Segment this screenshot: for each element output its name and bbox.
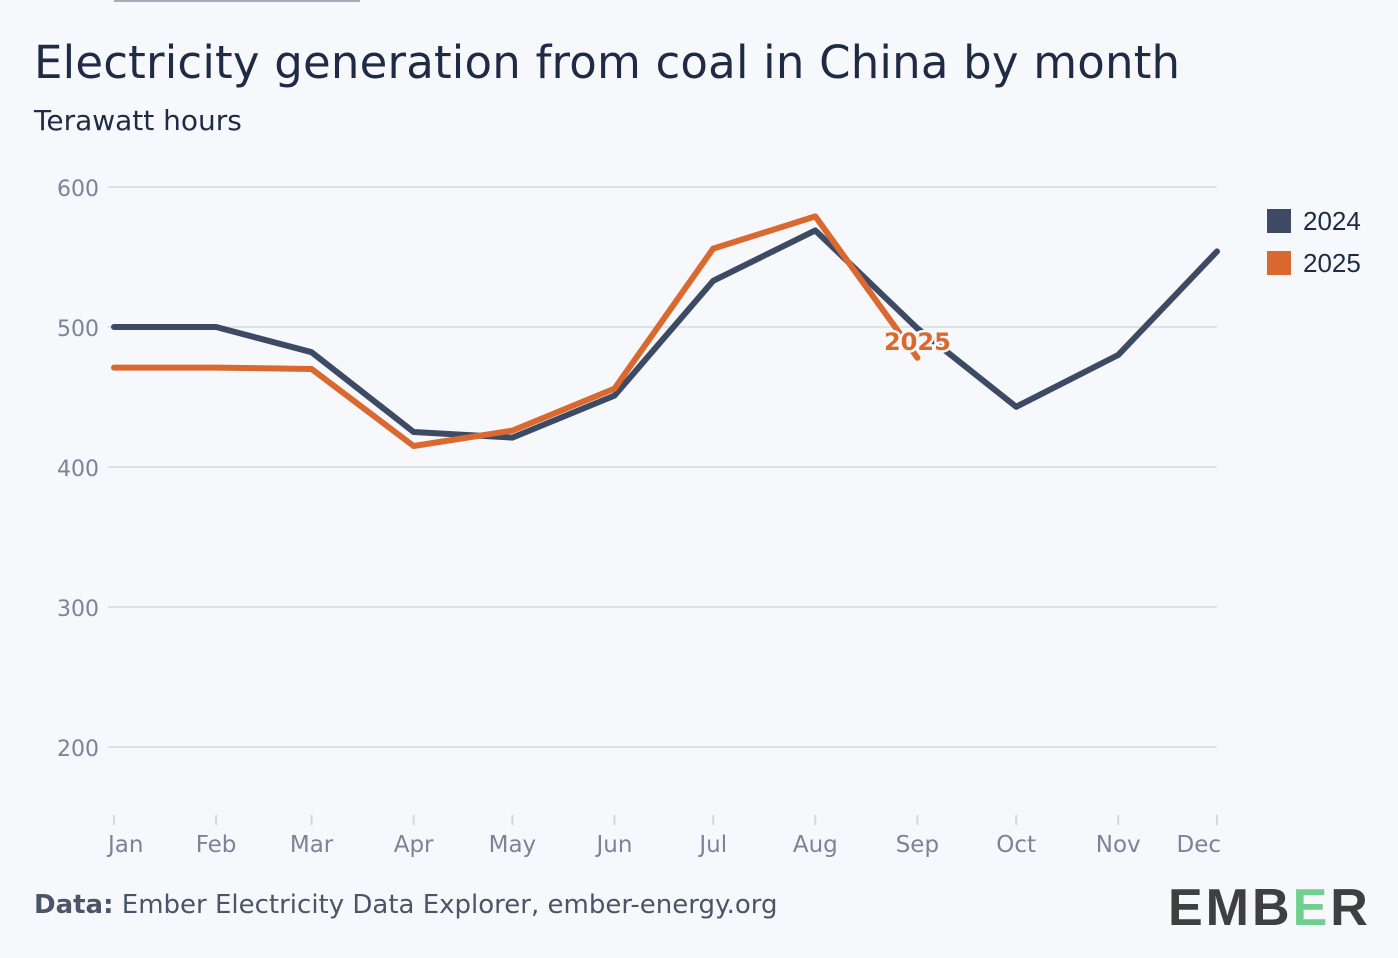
logo-part2: R	[1330, 879, 1371, 937]
x-tick-label: Dec	[1176, 832, 1221, 858]
chart-subtitle: Terawatt hours	[34, 104, 242, 137]
legend-item-2025[interactable]: 2025	[1267, 242, 1361, 284]
source-note: Data: Ember Electricity Data Explorer, e…	[34, 890, 778, 920]
x-tick-label: Oct	[996, 832, 1036, 858]
legend-label: 2024	[1303, 205, 1361, 236]
series-line-2024	[111, 227, 1220, 441]
x-tick-label: Mar	[290, 832, 334, 858]
legend-item-2024[interactable]: 2024	[1267, 200, 1361, 242]
chart-title: Electricity generation from coal in Chin…	[34, 36, 1181, 89]
y-tick-label: 500	[57, 317, 99, 342]
series-end-label-halo: 2025	[884, 328, 951, 356]
legend-swatch-2024	[1267, 209, 1291, 233]
source-text[interactable]: Ember Electricity Data Explorer, ember-e…	[121, 890, 778, 920]
logo-part1: EMB	[1168, 879, 1293, 937]
legend: 2024 2025	[1267, 200, 1361, 284]
y-tick-label: 200	[57, 737, 99, 762]
x-tick-label: Sep	[896, 832, 939, 858]
source-label: Data:	[34, 890, 114, 920]
x-tick-label: Aug	[793, 832, 838, 858]
legend-swatch-2025	[1267, 251, 1291, 275]
x-tick-label: Apr	[394, 832, 434, 858]
legend-label: 2025	[1303, 247, 1361, 278]
series-end-label: 2025	[884, 328, 951, 356]
series-line-2025	[111, 213, 921, 449]
x-tick-label: Feb	[196, 832, 237, 858]
logo-accent: E	[1292, 879, 1331, 937]
y-tick-label: 300	[57, 597, 99, 622]
x-tick-label: Jan	[106, 832, 143, 858]
ember-logo: EMBER	[1168, 882, 1371, 934]
top-tab-indicator	[114, 0, 360, 2]
x-tick-label: May	[489, 832, 537, 858]
y-tick-label: 400	[57, 457, 99, 482]
x-tick-label: Jun	[594, 832, 632, 858]
x-tick-label: Jul	[697, 832, 727, 858]
x-tick-label: Nov	[1096, 832, 1141, 858]
y-tick-label: 600	[57, 177, 99, 202]
